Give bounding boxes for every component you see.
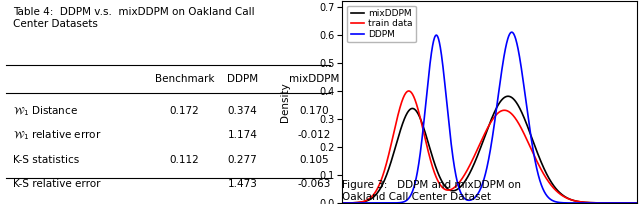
- Text: 1.473: 1.473: [228, 179, 258, 189]
- Y-axis label: Density: Density: [280, 82, 289, 122]
- Text: -0.012: -0.012: [297, 130, 331, 140]
- mixDDPM: [573, 200, 581, 203]
- Text: Figure 3:   DDPM and mixDDPM on
Oakland Call Center Dataset: Figure 3: DDPM and mixDDPM on Oakland Ca…: [342, 180, 522, 202]
- train data: [568, 199, 576, 201]
- Text: Table 4:  DDPM v.s.  mixDDPM on Oakland Call
Center Datasets: Table 4: DDPM v.s. mixDDPM on Oakland Ca…: [13, 7, 255, 29]
- Text: K-S relative error: K-S relative error: [13, 179, 100, 189]
- Text: $\mathcal{W}_1$ Distance: $\mathcal{W}_1$ Distance: [13, 104, 78, 118]
- mixDDPM: [504, 95, 512, 98]
- DDPM: [633, 202, 640, 204]
- mixDDPM: [339, 202, 346, 204]
- train data: [339, 202, 346, 204]
- mixDDPM: [458, 185, 465, 187]
- mixDDPM: [568, 199, 576, 201]
- Text: mixDDPM: mixDDPM: [289, 74, 339, 84]
- train data: [633, 202, 640, 204]
- train data: [573, 200, 581, 203]
- train data: [458, 178, 466, 180]
- Text: DDPM: DDPM: [227, 74, 259, 84]
- DDPM: [568, 202, 576, 204]
- mixDDPM: [369, 196, 376, 199]
- Text: 1.174: 1.174: [228, 130, 258, 140]
- DDPM: [339, 202, 346, 204]
- Legend: mixDDPM, train data, DDPM: mixDDPM, train data, DDPM: [347, 6, 416, 42]
- Text: -0.063: -0.063: [297, 179, 331, 189]
- train data: [405, 90, 413, 92]
- Text: $\mathcal{W}_1$ relative error: $\mathcal{W}_1$ relative error: [13, 129, 101, 142]
- DDPM: [541, 192, 548, 194]
- Line: DDPM: DDPM: [342, 32, 637, 203]
- Text: 0.170: 0.170: [299, 106, 329, 116]
- Text: 0.374: 0.374: [228, 106, 258, 116]
- train data: [468, 159, 476, 161]
- Text: Benchmark: Benchmark: [155, 74, 214, 84]
- Text: 0.172: 0.172: [170, 106, 199, 116]
- Text: 0.277: 0.277: [228, 155, 258, 165]
- DDPM: [508, 31, 515, 33]
- Text: K-S statistics: K-S statistics: [13, 155, 79, 165]
- DDPM: [458, 193, 465, 195]
- train data: [541, 175, 548, 177]
- mixDDPM: [541, 169, 548, 172]
- Text: 0.112: 0.112: [170, 155, 199, 165]
- DDPM: [369, 202, 376, 204]
- DDPM: [573, 202, 581, 204]
- train data: [369, 195, 376, 197]
- mixDDPM: [468, 167, 476, 170]
- Line: train data: train data: [342, 91, 637, 203]
- Line: mixDDPM: mixDDPM: [342, 96, 637, 203]
- DDPM: [468, 198, 476, 201]
- Text: 0.105: 0.105: [299, 155, 329, 165]
- mixDDPM: [633, 202, 640, 204]
